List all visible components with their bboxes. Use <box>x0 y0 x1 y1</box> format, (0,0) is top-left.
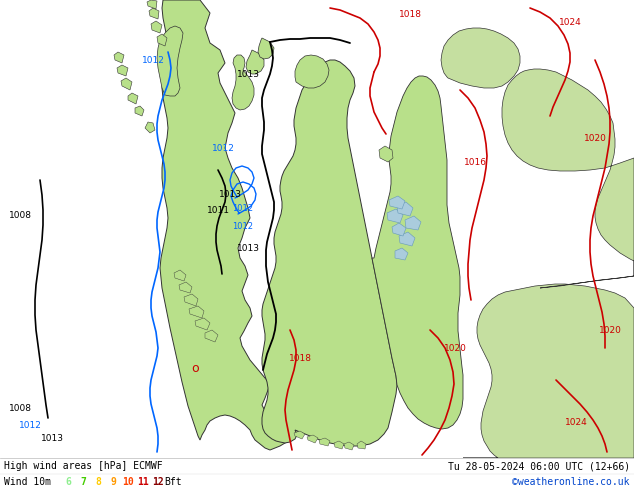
Polygon shape <box>387 209 403 223</box>
Polygon shape <box>262 60 397 446</box>
Text: 12: 12 <box>152 477 164 487</box>
Polygon shape <box>174 270 186 281</box>
Text: Tu 28-05-2024 06:00 UTC (12+66): Tu 28-05-2024 06:00 UTC (12+66) <box>448 461 630 471</box>
Text: Bft: Bft <box>164 477 182 487</box>
Polygon shape <box>319 438 330 446</box>
Polygon shape <box>157 26 183 96</box>
Polygon shape <box>379 146 393 162</box>
Text: 1013: 1013 <box>41 434 63 442</box>
Text: 1020: 1020 <box>444 343 467 352</box>
Polygon shape <box>145 122 155 133</box>
Polygon shape <box>463 284 634 458</box>
Polygon shape <box>441 28 520 88</box>
Polygon shape <box>121 78 132 90</box>
Text: 10: 10 <box>122 477 134 487</box>
Polygon shape <box>160 0 300 450</box>
Text: 6: 6 <box>65 477 71 487</box>
Text: 1012: 1012 <box>18 420 41 430</box>
Text: 1018: 1018 <box>399 9 422 19</box>
Polygon shape <box>151 21 162 33</box>
Polygon shape <box>294 431 305 439</box>
Polygon shape <box>128 93 138 104</box>
Text: 1012: 1012 <box>141 55 164 65</box>
Text: 1013: 1013 <box>236 70 259 78</box>
Text: 1013: 1013 <box>219 190 242 198</box>
Text: 1024: 1024 <box>559 18 581 26</box>
Text: 1011: 1011 <box>207 205 230 215</box>
Polygon shape <box>184 294 198 306</box>
Polygon shape <box>189 306 204 318</box>
Polygon shape <box>405 216 421 230</box>
Polygon shape <box>399 232 415 246</box>
Polygon shape <box>135 106 144 116</box>
Polygon shape <box>195 318 210 330</box>
Polygon shape <box>372 76 463 429</box>
Polygon shape <box>117 65 128 76</box>
Polygon shape <box>149 8 159 19</box>
Polygon shape <box>392 223 406 236</box>
Polygon shape <box>307 435 318 443</box>
Text: 1020: 1020 <box>583 133 607 143</box>
Text: 1016: 1016 <box>463 157 486 167</box>
Polygon shape <box>395 248 408 260</box>
Text: o: o <box>191 362 199 374</box>
Text: 1024: 1024 <box>565 417 587 426</box>
Polygon shape <box>397 202 413 216</box>
Text: 1018: 1018 <box>288 353 311 363</box>
Text: 1008: 1008 <box>8 403 32 413</box>
Polygon shape <box>357 441 366 449</box>
Text: 1008: 1008 <box>8 211 32 220</box>
Text: 7: 7 <box>80 477 86 487</box>
Polygon shape <box>502 69 634 288</box>
Text: 1013: 1013 <box>236 244 259 252</box>
Polygon shape <box>295 55 329 88</box>
Polygon shape <box>258 38 274 59</box>
Polygon shape <box>205 330 218 342</box>
Text: 1012: 1012 <box>212 144 235 152</box>
Polygon shape <box>179 282 192 293</box>
Text: 11: 11 <box>137 477 149 487</box>
Text: ©weatheronline.co.uk: ©weatheronline.co.uk <box>512 477 630 487</box>
Text: High wind areas [hPa] ECMWF: High wind areas [hPa] ECMWF <box>4 461 163 471</box>
Polygon shape <box>232 55 254 110</box>
Polygon shape <box>147 0 157 9</box>
Text: Wind 10m: Wind 10m <box>4 477 51 487</box>
Text: 1012: 1012 <box>233 221 254 230</box>
Polygon shape <box>334 441 344 449</box>
Polygon shape <box>389 196 405 209</box>
Polygon shape <box>157 34 167 46</box>
Text: 9: 9 <box>110 477 116 487</box>
Polygon shape <box>344 442 354 450</box>
Text: 1012: 1012 <box>233 203 254 213</box>
Text: 1020: 1020 <box>598 325 621 335</box>
Polygon shape <box>246 50 264 74</box>
Text: 8: 8 <box>95 477 101 487</box>
Polygon shape <box>114 52 124 63</box>
